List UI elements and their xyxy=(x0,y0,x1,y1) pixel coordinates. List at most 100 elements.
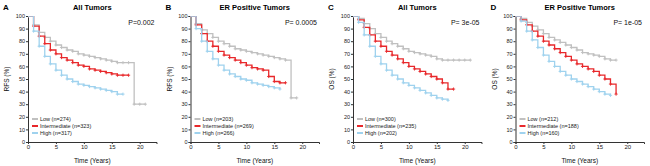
legend: Low (n=300)Intermediate (n=235)High (n=2… xyxy=(357,116,416,136)
legend-label: Low (n=212) xyxy=(528,116,559,122)
survival-curve xyxy=(353,16,454,89)
censor-mark xyxy=(82,53,85,56)
censor-mark xyxy=(28,16,30,18)
y-tick: 30 xyxy=(181,101,190,107)
x-tick-label: 15 xyxy=(596,144,603,150)
panel-label: A xyxy=(3,3,9,12)
y-tick: 20 xyxy=(181,114,190,120)
censor-mark xyxy=(430,55,433,58)
legend-swatch xyxy=(520,125,526,127)
censor-mark xyxy=(418,89,421,92)
censor-mark xyxy=(547,36,550,39)
censor-mark xyxy=(256,52,259,55)
survival-curve xyxy=(28,16,123,94)
y-tick-label: 30 xyxy=(344,101,350,107)
censor-mark xyxy=(273,80,276,83)
legend-item: High (n=160) xyxy=(520,130,560,136)
legend-item: High (n=266) xyxy=(195,130,235,136)
title: ER Positive Tumors xyxy=(220,3,290,12)
y-tick-mark xyxy=(514,54,516,55)
censor-mark xyxy=(191,16,193,18)
censor-mark xyxy=(121,74,124,77)
y-tick-label: 90 xyxy=(181,26,187,32)
x-tick-label: 5 xyxy=(217,144,221,150)
x-tick: 5 xyxy=(542,142,546,150)
y-tick-mark xyxy=(351,79,353,80)
censor-mark xyxy=(592,53,595,56)
censor-mark xyxy=(379,62,382,65)
censor-mark xyxy=(575,62,578,65)
y-tick-mark xyxy=(189,54,191,55)
censor-mark xyxy=(110,60,113,63)
censor-mark xyxy=(592,87,595,90)
legend: Low (n=212)Intermediate (n=188)High (n=1… xyxy=(520,116,579,136)
censor-mark xyxy=(66,59,69,62)
y-tick-mark xyxy=(351,129,353,130)
censor-mark xyxy=(116,74,119,77)
data-area xyxy=(516,16,618,97)
survival-curve xyxy=(516,16,611,95)
y-tick-label: 80 xyxy=(181,38,187,44)
censor-mark xyxy=(374,55,377,58)
censor-mark xyxy=(614,93,617,96)
y-tick: 80 xyxy=(344,38,353,44)
y-tick: 100 xyxy=(341,13,353,19)
censor-mark xyxy=(93,56,96,59)
censor-mark xyxy=(581,51,584,54)
censor-mark xyxy=(267,75,270,78)
censor-mark xyxy=(234,59,237,62)
y-axis-label: RFS (%) xyxy=(166,67,174,92)
censor-mark xyxy=(564,55,567,58)
y-tick-label: 20 xyxy=(506,114,512,120)
censor-mark xyxy=(77,82,80,85)
censor-mark xyxy=(391,53,394,56)
censor-mark xyxy=(60,74,63,77)
censor-mark xyxy=(284,81,287,84)
y-tick: 0 xyxy=(22,139,28,145)
y-tick: 50 xyxy=(181,76,190,82)
censor-mark xyxy=(446,99,449,102)
censor-mark xyxy=(211,45,214,48)
legend-swatch xyxy=(357,125,363,127)
survival-curve xyxy=(191,16,280,89)
censor-mark xyxy=(105,89,108,92)
censor-mark xyxy=(228,45,231,48)
censor-mark xyxy=(295,96,298,99)
censor-mark xyxy=(435,96,438,99)
y-tick: 50 xyxy=(506,76,515,82)
x-tick: 10 xyxy=(569,142,576,150)
censor-mark xyxy=(516,16,518,18)
x-tick-label: 10 xyxy=(81,144,88,150)
x-tick: 10 xyxy=(81,142,88,150)
censor-mark xyxy=(211,57,214,60)
y-tick-label: 70 xyxy=(181,51,187,57)
censor-mark xyxy=(379,36,382,39)
censor-mark xyxy=(66,48,69,51)
censor-mark xyxy=(60,56,63,59)
legend-swatch xyxy=(32,118,38,120)
p-value: P=0.002 xyxy=(128,19,154,26)
y-tick-label: 60 xyxy=(19,64,25,70)
censor-mark xyxy=(71,80,74,83)
panel: 051015200102030405060708090100Low (n=212… xyxy=(491,3,645,165)
survival-curve xyxy=(28,16,145,104)
x-tick-label: 0 xyxy=(27,144,31,150)
y-tick: 70 xyxy=(344,51,353,57)
legend-swatch xyxy=(520,132,526,134)
censor-mark xyxy=(49,40,52,43)
y-tick-label: 0 xyxy=(22,139,25,145)
censor-mark xyxy=(536,46,539,49)
legend-label: Intermediate (n=235) xyxy=(365,123,416,129)
censor-mark xyxy=(60,46,63,49)
y-tick-label: 10 xyxy=(344,127,350,133)
censor-mark xyxy=(93,86,96,89)
censor-mark xyxy=(446,59,449,62)
data-area xyxy=(28,16,147,106)
censor-mark xyxy=(273,56,276,59)
y-tick: 10 xyxy=(506,127,515,133)
censor-mark xyxy=(446,87,449,90)
censor-mark xyxy=(469,59,472,62)
legend-swatch xyxy=(357,132,363,134)
y-tick-mark xyxy=(514,142,516,143)
y-tick-mark xyxy=(26,41,28,42)
